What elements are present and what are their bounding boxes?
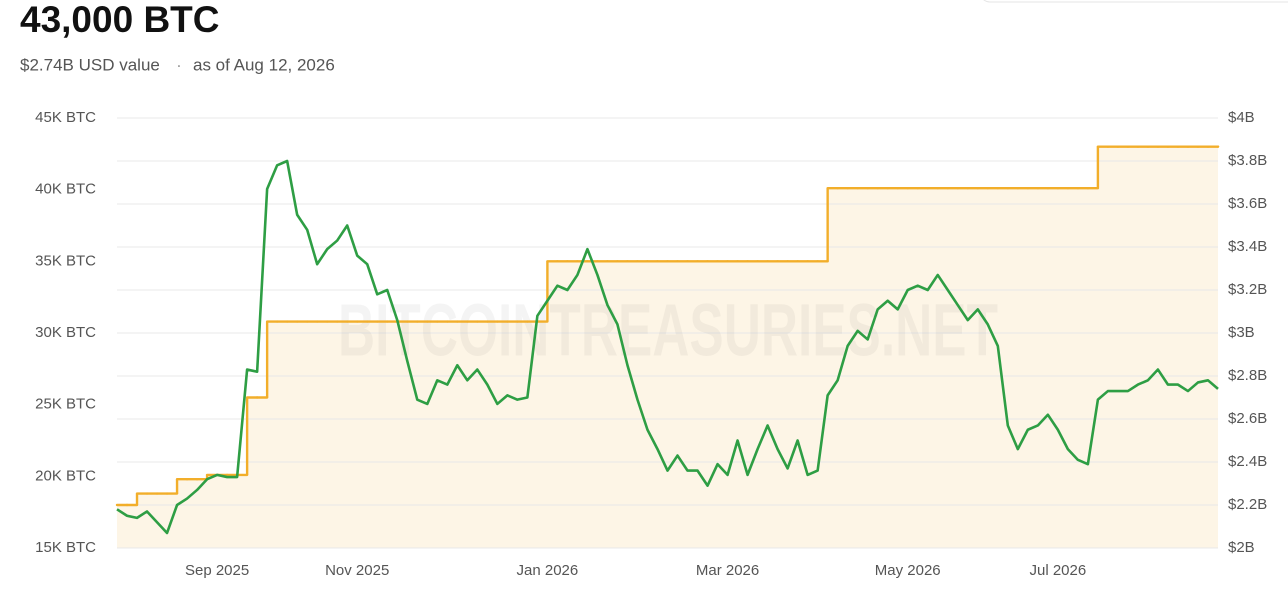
y-tick-label: 35K BTC [35, 252, 96, 269]
top-box-edge [983, 0, 1288, 3]
y2-tick-label: $3.2B [1228, 281, 1267, 298]
y2-tick-label: $3.8B [1228, 152, 1267, 169]
y-tick-label: 20K BTC [35, 467, 96, 484]
y2-tick-label: $3.4B [1228, 238, 1267, 255]
x-tick-label: Jul 2026 [1029, 562, 1086, 579]
y2-tick-label: $2.6B [1228, 410, 1267, 427]
chart-title: 43,000 BTC [20, 0, 220, 40]
step-connector [135, 146, 1100, 505]
y2-tick-label: $3B [1228, 324, 1255, 341]
watermark: BITCOINTREASURIES.NET [338, 289, 998, 372]
y-tick-label: 40K BTC [35, 181, 96, 198]
y2-tick-label: $2B [1228, 539, 1255, 556]
x-tick-label: Jan 2026 [517, 562, 579, 579]
y-tick-label: 15K BTC [35, 539, 96, 556]
x-tick-label: May 2026 [875, 562, 941, 579]
x-tick-label: Nov 2025 [325, 562, 389, 579]
y-tick-label: 45K BTC [35, 109, 96, 126]
value-line [116, 159, 1219, 535]
y2-tick-label: $2.2B [1228, 496, 1267, 513]
y-tick-label: 25K BTC [35, 396, 96, 413]
x-tick-label: Mar 2026 [696, 562, 759, 579]
subtitle: $2.74B USD value [20, 55, 160, 74]
separator: · [176, 55, 182, 74]
y2-tick-label: $4B [1228, 109, 1255, 126]
y-tick-label: 30K BTC [35, 324, 96, 341]
y2-tick-label: $2.8B [1228, 367, 1267, 384]
y2-tick-label: $2.4B [1228, 453, 1267, 470]
x-tick-label: Sep 2025 [185, 562, 249, 579]
y2-tick-label: $3.6B [1228, 195, 1267, 212]
date-note: as of Aug 12, 2026 [193, 55, 335, 74]
